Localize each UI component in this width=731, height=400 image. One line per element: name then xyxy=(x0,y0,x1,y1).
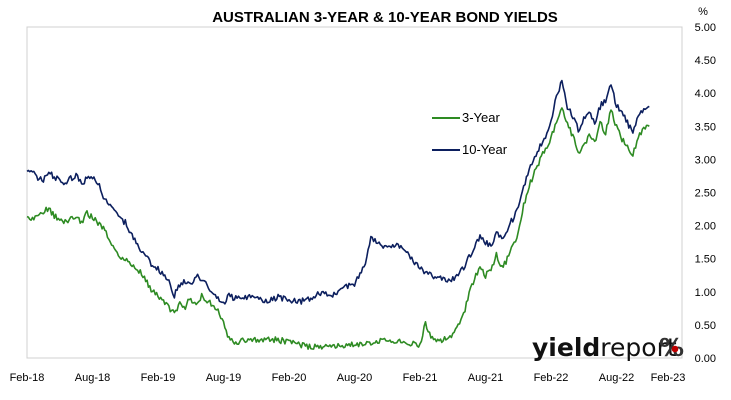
y-tick-label: 4.50 xyxy=(695,55,716,67)
y-tick-label: 0.00 xyxy=(695,353,716,365)
y-tick-label: 2.50 xyxy=(695,188,716,200)
x-tick-label: Feb-18 xyxy=(10,372,45,384)
x-tick-label: Aug-19 xyxy=(206,372,241,384)
series-line-3-year xyxy=(26,107,650,350)
x-tick-label: Aug-18 xyxy=(75,372,110,384)
yieldreport-logo: yieldreport % xyxy=(532,333,684,362)
legend-label-10-year: 10-Year xyxy=(462,142,508,157)
x-tick-label: Aug-22 xyxy=(599,372,634,384)
logo-percent-symbol: % xyxy=(659,333,684,362)
chart-title: AUSTRALIAN 3-YEAR & 10-YEAR BOND YIELDS xyxy=(212,9,558,26)
legend: 3-Year 10-Year xyxy=(432,110,508,157)
x-tick-label: Feb-21 xyxy=(403,372,438,384)
y-tick-label: 2.00 xyxy=(695,221,716,233)
x-tick-label: Aug-21 xyxy=(468,372,503,384)
y-tick-label: 1.50 xyxy=(695,254,716,266)
x-tick-label: Feb-20 xyxy=(272,372,307,384)
logo-text-report: report xyxy=(600,333,677,362)
logo-text-yield: yield xyxy=(532,333,600,362)
x-axis: Feb-18 Aug-18 Feb-19 Aug-19 Feb-20 Aug-20 Feb-… xyxy=(10,372,686,384)
legend-label-3-year: 3-Year xyxy=(462,110,500,125)
y-tick-label: 3.00 xyxy=(695,154,716,166)
svg-text:yieldreport: yieldreport xyxy=(532,333,677,362)
y-axis: 0.00 0.50 1.00 1.50 2.00 2.50 3.00 3.50 4.00 4.50… xyxy=(695,22,716,365)
y-tick-label: 4.00 xyxy=(695,88,716,100)
y-tick-label: 5.00 xyxy=(695,22,716,34)
logo-red-dot xyxy=(671,345,679,353)
y-tick-label: 0.50 xyxy=(695,320,716,332)
x-tick-label: Feb-23 xyxy=(651,372,686,384)
series-line-10-year xyxy=(26,79,650,305)
y-tick-label: 1.00 xyxy=(695,287,716,299)
plot-area xyxy=(26,26,683,359)
y-axis-unit: % xyxy=(698,6,708,18)
y-tick-label: 3.50 xyxy=(695,121,716,133)
x-tick-label: Feb-22 xyxy=(534,372,569,384)
x-tick-label: Feb-19 xyxy=(141,372,176,384)
x-tick-label: Aug-20 xyxy=(337,372,372,384)
plot-frame xyxy=(26,26,683,359)
